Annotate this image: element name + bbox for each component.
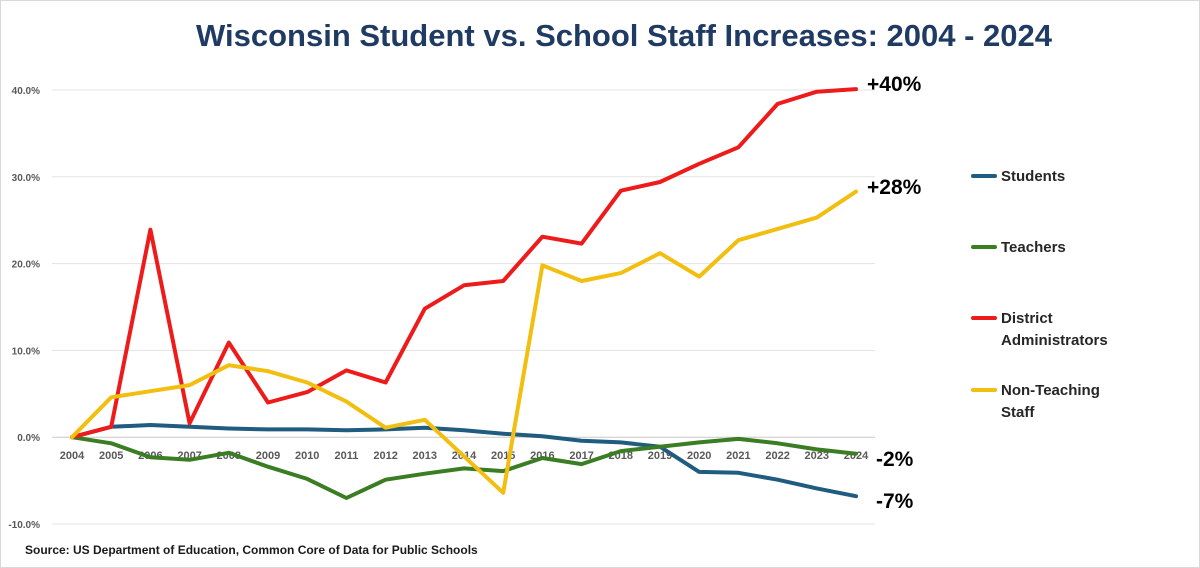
end-value-label: +28% xyxy=(867,176,922,199)
x-tick-label: 2017 xyxy=(569,450,593,462)
end-value-labels: +40% +28% -2% -7% xyxy=(867,73,922,513)
legend-label: Teachers xyxy=(1001,239,1066,256)
y-tick-label: 30.0% xyxy=(12,173,40,184)
x-tick-label: 2011 xyxy=(334,450,358,462)
x-tick-label: 2023 xyxy=(805,450,829,462)
legend-item-teachers: Teachers xyxy=(971,239,1066,256)
x-tick-label: 2010 xyxy=(295,450,319,462)
legend: Students Teachers District Administrators No… xyxy=(971,168,1108,421)
legend-label: Administrators xyxy=(1001,332,1108,349)
legend-label: District xyxy=(1001,310,1053,327)
legend-item-district-administrators: District Administrators xyxy=(971,310,1108,349)
y-tick-label: 10.0% xyxy=(12,346,40,357)
end-value-label: -2% xyxy=(876,448,914,471)
chart-title: Wisconsin Student vs. School Staff Incre… xyxy=(196,18,1052,53)
x-tick-label: 2020 xyxy=(687,450,711,462)
x-tick-label: 2005 xyxy=(99,450,123,462)
series-line-non-teaching-staff xyxy=(70,189,858,495)
series-line-students xyxy=(70,423,858,499)
y-axis-tick-labels: -10.0% 0.0% 10.0% 20.0% 30.0% 40.0% xyxy=(8,86,40,531)
y-tick-label: 40.0% xyxy=(12,86,40,97)
x-tick-label: 2019 xyxy=(648,450,672,462)
y-tick-label: 20.0% xyxy=(12,260,40,271)
legend-label: Non-Teaching xyxy=(1001,382,1100,399)
y-tick-label: -10.0% xyxy=(8,520,40,531)
y-tick-label: 0.0% xyxy=(17,433,40,444)
series-line-district-administrators xyxy=(70,87,858,440)
source-note: Source: US Department of Education, Comm… xyxy=(25,543,478,557)
end-value-label: -7% xyxy=(876,490,914,513)
x-tick-label: 2021 xyxy=(726,450,750,462)
x-tick-label: 2013 xyxy=(413,450,437,462)
x-tick-label: 2022 xyxy=(765,450,789,462)
x-tick-label: 2009 xyxy=(256,450,280,462)
x-tick-label: 2004 xyxy=(60,450,85,462)
end-value-label: +40% xyxy=(867,73,922,96)
x-tick-label: 2012 xyxy=(373,450,397,462)
series-line-teachers xyxy=(70,435,858,500)
legend-label: Students xyxy=(1001,168,1065,185)
legend-item-non-teaching-staff: Non-Teaching Staff xyxy=(971,382,1100,421)
series-lines xyxy=(70,87,858,500)
legend-label: Staff xyxy=(1001,404,1035,421)
legend-item-students: Students xyxy=(971,168,1065,185)
